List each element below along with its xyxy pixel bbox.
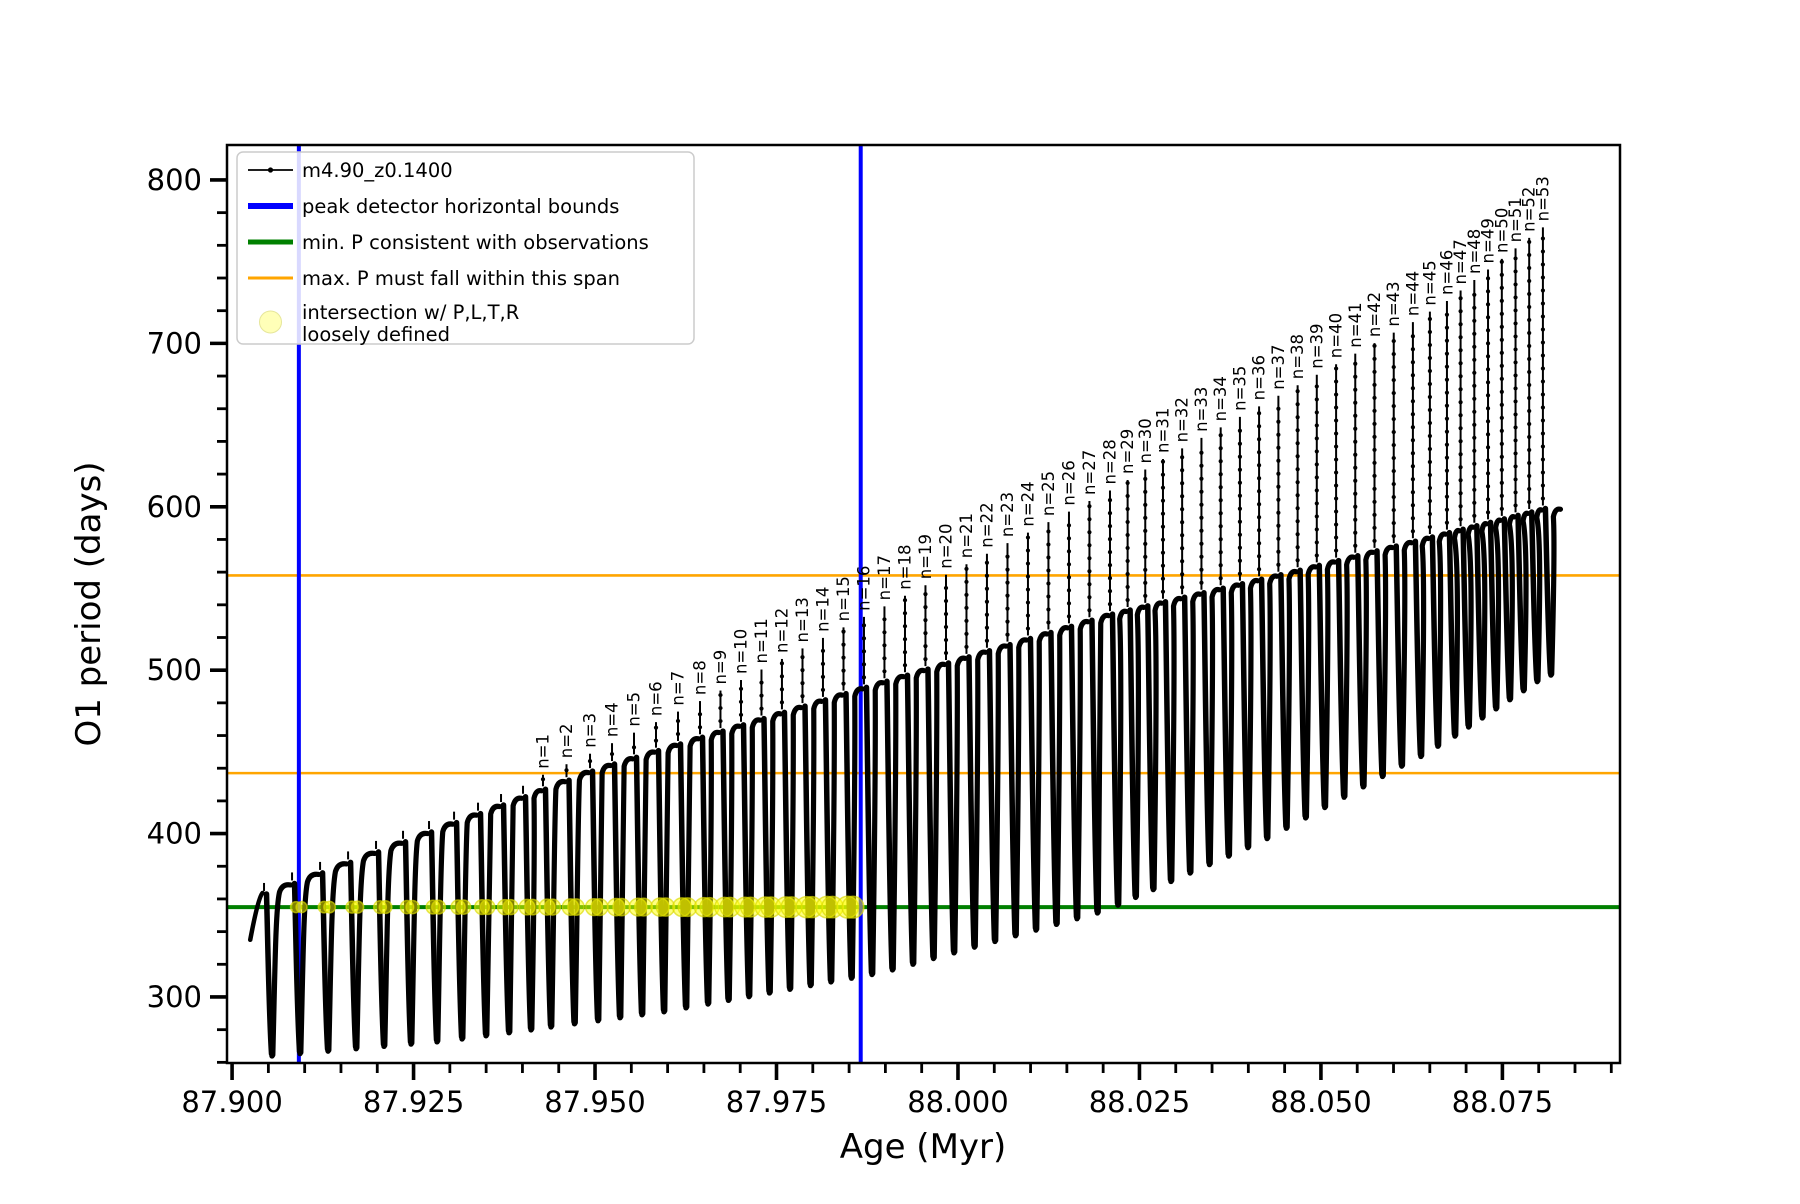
svg-text:n=6: n=6 bbox=[647, 681, 666, 716]
svg-text:88.000: 88.000 bbox=[907, 1085, 1008, 1119]
svg-text:n=37: n=37 bbox=[1269, 345, 1288, 390]
svg-text:n=30: n=30 bbox=[1136, 418, 1155, 463]
peak-labels: n=1 n=2 n=3 n=4 n=5 n=6 n=7 n=8 n=9 n=10 n=11 n=12 n… bbox=[533, 176, 1552, 769]
svg-text:300: 300 bbox=[147, 980, 202, 1014]
legend-label-min-p: min. P consistent with observations bbox=[302, 231, 649, 254]
svg-text:87.950: 87.950 bbox=[544, 1085, 645, 1119]
legend: m4.90_z0.1400 peak detector horizontal b… bbox=[236, 151, 695, 346]
svg-text:n=45: n=45 bbox=[1420, 260, 1439, 305]
svg-text:n=51: n=51 bbox=[1506, 197, 1525, 242]
svg-text:n=47: n=47 bbox=[1451, 239, 1470, 284]
y-axis-ticks bbox=[210, 178, 227, 1064]
y-axis-label: O1 period (days) bbox=[69, 461, 109, 746]
svg-text:n=50: n=50 bbox=[1492, 208, 1511, 253]
svg-text:700: 700 bbox=[147, 326, 202, 360]
legend-label-max-p: max. P must fall within this span bbox=[302, 267, 620, 290]
legend-label-series: m4.90_z0.1400 bbox=[302, 159, 453, 182]
svg-text:n=7: n=7 bbox=[669, 671, 688, 706]
svg-text:n=52: n=52 bbox=[1520, 187, 1539, 232]
svg-text:n=32: n=32 bbox=[1173, 397, 1192, 442]
svg-text:n=15: n=15 bbox=[834, 576, 853, 621]
svg-text:500: 500 bbox=[147, 653, 202, 687]
x-axis-label: Age (Myr) bbox=[840, 1127, 1007, 1167]
svg-text:n=26: n=26 bbox=[1059, 460, 1078, 505]
svg-text:800: 800 bbox=[147, 163, 202, 197]
svg-text:87.925: 87.925 bbox=[363, 1085, 464, 1119]
legend-label-intersection-1: intersection w/ P,L,T,R bbox=[302, 301, 519, 324]
svg-text:n=42: n=42 bbox=[1365, 292, 1384, 337]
svg-text:n=25: n=25 bbox=[1039, 471, 1058, 516]
svg-text:n=18: n=18 bbox=[895, 545, 914, 590]
svg-text:88.025: 88.025 bbox=[1089, 1085, 1190, 1119]
legend-label-intersection-2: loosely defined bbox=[302, 323, 450, 346]
svg-text:400: 400 bbox=[147, 817, 202, 851]
svg-text:n=17: n=17 bbox=[875, 555, 894, 600]
x-axis-ticks bbox=[230, 1063, 1613, 1080]
svg-text:n=10: n=10 bbox=[732, 629, 751, 674]
svg-text:n=13: n=13 bbox=[793, 597, 812, 642]
svg-text:n=46: n=46 bbox=[1437, 250, 1456, 295]
svg-text:n=12: n=12 bbox=[772, 608, 791, 653]
svg-text:n=9: n=9 bbox=[711, 650, 730, 685]
svg-text:n=1: n=1 bbox=[533, 734, 552, 769]
y-axis-tick-labels: 300 400 500 600 700 800 bbox=[147, 163, 202, 1014]
svg-text:88.075: 88.075 bbox=[1452, 1085, 1553, 1119]
svg-text:n=11: n=11 bbox=[752, 618, 771, 663]
svg-text:n=8: n=8 bbox=[690, 660, 709, 695]
svg-text:n=38: n=38 bbox=[1288, 334, 1307, 379]
svg-text:n=34: n=34 bbox=[1211, 376, 1230, 421]
svg-text:n=40: n=40 bbox=[1327, 313, 1346, 358]
svg-text:n=36: n=36 bbox=[1250, 355, 1269, 400]
svg-text:n=28: n=28 bbox=[1100, 439, 1119, 484]
svg-text:n=44: n=44 bbox=[1403, 271, 1422, 316]
svg-text:n=2: n=2 bbox=[557, 723, 576, 758]
svg-text:n=24: n=24 bbox=[1018, 481, 1037, 526]
svg-text:n=5: n=5 bbox=[625, 692, 644, 727]
svg-text:n=14: n=14 bbox=[813, 587, 832, 632]
series-curve bbox=[247, 227, 1564, 1059]
x-axis-tick-labels: 87.900 87.925 87.950 87.975 88.000 88.025 88.0… bbox=[181, 1085, 1553, 1119]
svg-text:n=29: n=29 bbox=[1118, 429, 1137, 474]
svg-text:88.050: 88.050 bbox=[1270, 1085, 1371, 1119]
legend-label-bounds: peak detector horizontal bounds bbox=[302, 195, 619, 218]
svg-text:n=43: n=43 bbox=[1384, 281, 1403, 326]
svg-text:600: 600 bbox=[147, 490, 202, 524]
svg-text:n=39: n=39 bbox=[1307, 323, 1326, 368]
svg-text:n=41: n=41 bbox=[1346, 302, 1365, 347]
legend-sample-intersection-dot bbox=[259, 310, 282, 334]
svg-text:n=33: n=33 bbox=[1192, 387, 1211, 432]
svg-text:n=22: n=22 bbox=[977, 502, 996, 547]
svg-text:87.900: 87.900 bbox=[181, 1085, 282, 1119]
svg-text:n=4: n=4 bbox=[603, 702, 622, 737]
svg-text:n=23: n=23 bbox=[998, 492, 1017, 537]
svg-text:87.975: 87.975 bbox=[726, 1085, 827, 1119]
svg-text:n=53: n=53 bbox=[1533, 176, 1552, 221]
svg-text:n=3: n=3 bbox=[581, 713, 600, 748]
svg-text:n=35: n=35 bbox=[1230, 366, 1249, 411]
svg-text:n=20: n=20 bbox=[937, 523, 956, 568]
svg-text:n=31: n=31 bbox=[1153, 408, 1172, 453]
legend-box bbox=[236, 151, 695, 345]
orange-hlines bbox=[227, 574, 1620, 775]
svg-text:n=48: n=48 bbox=[1465, 229, 1484, 274]
svg-text:n=49: n=49 bbox=[1479, 218, 1498, 263]
legend-sample-series-line bbox=[248, 167, 293, 173]
svg-text:n=16: n=16 bbox=[854, 566, 873, 611]
svg-text:n=27: n=27 bbox=[1080, 450, 1099, 495]
svg-text:n=19: n=19 bbox=[916, 534, 935, 579]
svg-text:n=21: n=21 bbox=[957, 513, 976, 558]
intersection-markers bbox=[289, 895, 865, 919]
